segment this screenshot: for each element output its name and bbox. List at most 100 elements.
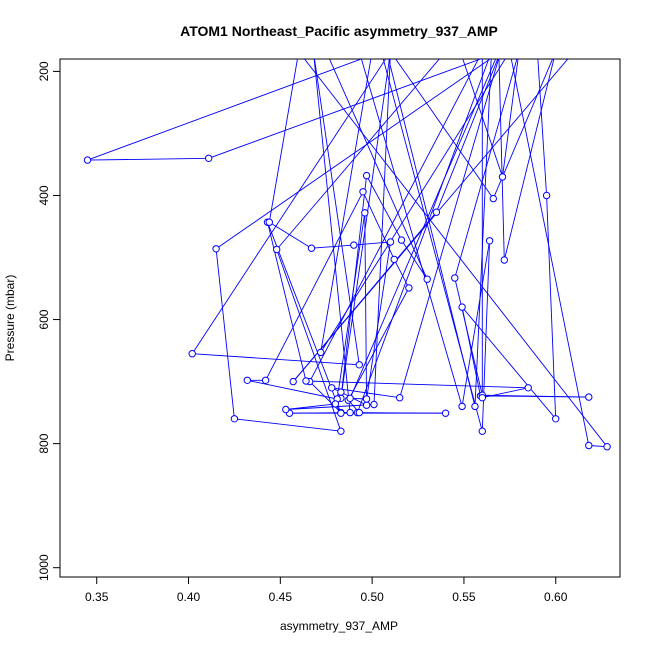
data-point — [356, 48, 362, 54]
series-line-segment — [292, 59, 569, 382]
series-line-segment — [393, 259, 410, 289]
x-tick-label: 0.55 — [452, 590, 476, 604]
data-point — [282, 405, 290, 414]
series-line-segment — [474, 59, 492, 407]
series-line-segment — [269, 221, 312, 249]
data-point — [498, 48, 504, 54]
data-point — [442, 48, 448, 54]
data-point — [552, 415, 560, 423]
data-point — [370, 400, 378, 409]
data-point — [83, 156, 92, 164]
data-point — [362, 171, 371, 180]
y-axis-label: Pressure (mbar) — [3, 275, 17, 362]
series-line-segment — [87, 59, 363, 161]
data-point — [212, 245, 220, 253]
series-line-segment — [305, 380, 529, 389]
series-line-segment — [87, 157, 209, 161]
series-line-segment — [328, 59, 428, 280]
series-line-segment — [482, 394, 589, 398]
series-line-segment — [215, 59, 491, 250]
series-line-segment — [399, 59, 500, 398]
plot-frame — [59, 58, 621, 578]
data-point — [457, 48, 463, 54]
data-point — [337, 409, 345, 417]
data-point — [489, 194, 497, 203]
data-point — [423, 275, 431, 283]
series-line-segment — [454, 277, 483, 396]
series-line-segment — [366, 241, 391, 400]
data-point — [485, 237, 494, 245]
series-line-segment — [454, 59, 518, 279]
data-point — [524, 384, 532, 392]
series-line-segment — [320, 59, 506, 353]
data-point — [488, 48, 494, 54]
x-tick-label: 0.45 — [269, 590, 293, 604]
data-point — [458, 402, 466, 411]
series-line-segment — [498, 59, 505, 261]
series-line-segment — [360, 59, 463, 407]
series-line-segment — [320, 59, 372, 353]
series-line-segment — [268, 59, 298, 223]
y-tick-label: 400 — [37, 185, 51, 205]
series-line-segment — [336, 212, 366, 400]
data-point — [432, 208, 441, 216]
data-point — [542, 191, 551, 200]
x-axis-label: asymmetry_937_AMP — [280, 619, 398, 633]
data-point — [310, 48, 316, 54]
series-line-segment — [340, 59, 390, 399]
series-line-segment — [395, 59, 494, 199]
data-point — [585, 441, 593, 450]
y-tick-label: 1000 — [37, 554, 51, 581]
data-point — [265, 218, 273, 226]
data-point — [384, 48, 390, 54]
series-line-segment — [191, 59, 387, 354]
data-point — [500, 256, 508, 264]
x-tick-label: 0.50 — [360, 590, 384, 604]
data-point — [230, 415, 239, 423]
series-line-segment — [303, 59, 608, 447]
x-tick-label: 0.40 — [177, 590, 201, 604]
series-line-segment — [481, 240, 491, 432]
data-point — [498, 173, 507, 181]
data-point — [188, 350, 196, 358]
series-line-segment — [208, 59, 482, 159]
series-line-segment — [276, 59, 440, 250]
data-point — [387, 48, 393, 54]
data-point — [534, 48, 540, 54]
plot-area — [83, 48, 611, 451]
series-line-segment — [314, 59, 360, 365]
data-point — [346, 394, 354, 402]
series-line-segment — [353, 241, 391, 246]
data-point — [478, 394, 486, 402]
data-point — [243, 376, 252, 384]
data-point — [405, 284, 413, 292]
series-line-segment — [510, 59, 590, 446]
data-point — [585, 393, 593, 401]
series-line-segment — [265, 191, 364, 381]
series-line-segment — [347, 287, 410, 401]
data-point — [479, 48, 485, 54]
data-point — [553, 48, 559, 54]
series-line-segment — [461, 306, 557, 420]
series-line-segment — [435, 59, 499, 213]
data-point — [471, 402, 479, 411]
data-point — [390, 255, 398, 264]
series-line-segment — [356, 59, 490, 413]
data-point — [350, 241, 358, 249]
data-point — [478, 427, 486, 435]
series-line-segment — [309, 59, 479, 382]
data-point — [296, 48, 302, 54]
series-line-segment — [267, 222, 307, 382]
data-point — [331, 400, 340, 408]
series-line-segment — [215, 248, 235, 419]
data-point — [359, 188, 367, 196]
y-tick-label: 200 — [37, 61, 51, 81]
data-point — [337, 427, 345, 435]
data-point — [337, 388, 345, 396]
y-tick-label: 800 — [37, 433, 51, 453]
data-point — [362, 401, 371, 409]
data-point — [498, 48, 504, 54]
series-line-segment — [276, 249, 342, 432]
data-point — [346, 408, 354, 417]
data-point — [603, 443, 611, 451]
